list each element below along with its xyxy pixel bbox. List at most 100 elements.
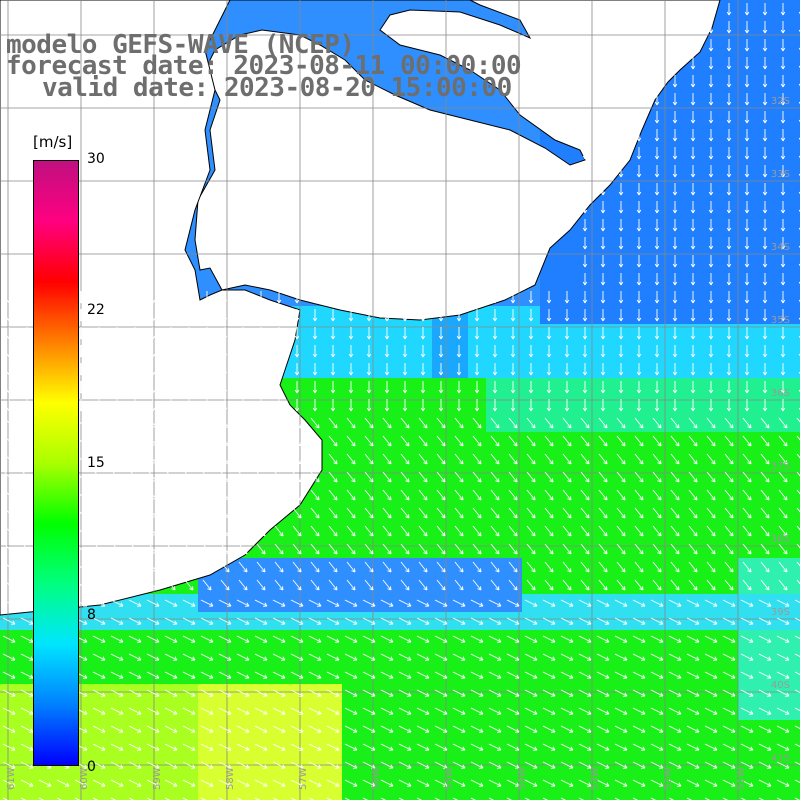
wind-cell (216, 792, 234, 800)
wind-arrow (434, 743, 448, 751)
wind-arrow (292, 579, 302, 591)
wind-arrow (348, 309, 354, 322)
wind-cell (108, 792, 126, 800)
wind-arrow (780, 381, 786, 394)
wind-arrow (240, 309, 246, 322)
wind-cell (792, 486, 800, 504)
wind-arrow (776, 725, 790, 733)
wind-arrow (312, 309, 318, 322)
wind-arrow (416, 635, 430, 643)
wind-arrow (560, 635, 574, 643)
wind-arrow (740, 797, 747, 800)
wind-arrow (652, 507, 662, 519)
wind-arrow (290, 635, 304, 643)
wind-arrow (650, 725, 664, 733)
wind-arrow (254, 761, 268, 769)
wind-arrow (400, 471, 410, 483)
wind-arrow (634, 561, 644, 573)
wind-arrow (474, 345, 480, 358)
wind-arrow (164, 761, 178, 769)
wind-arrow (722, 707, 736, 715)
wind-arrow (488, 779, 502, 787)
wind-arrow (308, 779, 322, 787)
wind-arrow (510, 399, 516, 412)
wind-arrow (384, 399, 390, 412)
wind-arrow (168, 345, 174, 358)
wind-arrow (672, 75, 678, 88)
wind-arrow (690, 183, 696, 196)
wind-arrow (506, 671, 520, 679)
wind-arrow (236, 689, 250, 697)
wind-arrow (616, 507, 626, 519)
wind-arrow (402, 309, 408, 322)
wind-arrow (578, 689, 592, 697)
wind-arrow (742, 525, 752, 537)
wind-arrow (418, 525, 428, 537)
wind-arrow (150, 309, 156, 322)
wind-arrow (596, 779, 610, 787)
wind-arrow (794, 725, 800, 730)
wind-arrow (526, 579, 536, 591)
wind-arrow (20, 761, 34, 769)
wind-arrow (690, 309, 696, 322)
wind-arrow (618, 21, 624, 34)
wind-arrow (438, 399, 444, 412)
wind-cell (486, 108, 504, 126)
wind-arrow (436, 471, 446, 483)
wind-arrow (526, 453, 536, 465)
wind-arrow (130, 507, 140, 519)
wind-arrow (418, 561, 428, 573)
wind-arrow (220, 507, 230, 519)
wind-arrow (654, 147, 660, 160)
wind-arrow (384, 309, 390, 322)
wind-cell (540, 792, 558, 800)
wind-arrow (130, 453, 140, 465)
wind-arrow (524, 599, 538, 607)
wind-arrow (308, 761, 322, 769)
wind-arrow (524, 707, 538, 715)
wind-arrow (758, 761, 772, 769)
wind-arrow (614, 653, 628, 661)
wind-arrow (146, 671, 160, 679)
wind-arrow (690, 345, 696, 358)
wind-arrow (686, 653, 700, 661)
wind-arrow (778, 417, 788, 429)
wind-arrow (652, 471, 662, 483)
wind-arrow (688, 579, 698, 591)
wind-arrow (346, 507, 356, 519)
wind-arrow (92, 653, 106, 661)
wind-arrow (506, 689, 520, 697)
wind-arrow (672, 21, 678, 34)
wind-arrow (472, 561, 482, 573)
wind-arrow (222, 381, 228, 394)
wind-arrow (164, 779, 178, 787)
wind-arrow (254, 653, 268, 661)
wind-cell (378, 0, 396, 18)
wind-arrow (290, 599, 304, 607)
wind-arrow (542, 599, 556, 607)
wind-arrow (470, 635, 484, 643)
wind-arrow (614, 797, 621, 800)
wind-arrow (382, 525, 392, 537)
wind-arrow (204, 291, 210, 304)
wind-arrow (672, 183, 678, 196)
wind-cell (0, 792, 18, 800)
wind-arrow (438, 345, 444, 358)
wind-arrow (308, 725, 322, 733)
wind-arrow (760, 471, 770, 483)
wind-cell (558, 234, 576, 252)
wind-arrow (542, 635, 556, 643)
wind-arrow (670, 543, 680, 555)
wind-arrow (272, 635, 286, 643)
wind-arrow (726, 147, 732, 160)
wind-arrow (434, 635, 448, 643)
wind-arrow (92, 761, 106, 769)
wind-cell (198, 792, 216, 800)
wind-arrow (186, 381, 192, 394)
wind-arrow (218, 707, 232, 715)
wind-arrow (418, 543, 428, 555)
wind-arrow (290, 725, 304, 733)
wind-arrow (148, 435, 158, 447)
wind-arrow (690, 291, 696, 304)
wind-cell (792, 540, 800, 558)
